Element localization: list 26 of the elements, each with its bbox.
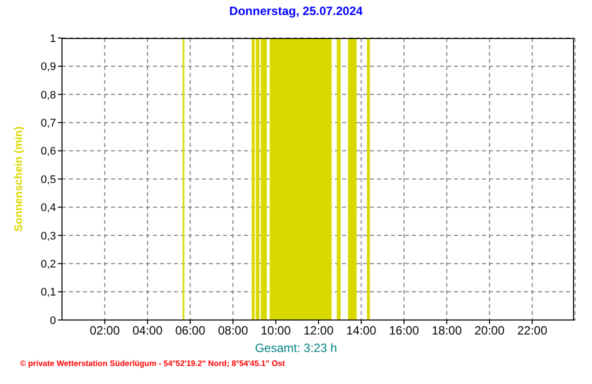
y-tick-label: 0 [50, 314, 56, 327]
x-tick-label: 02:00 [90, 324, 120, 338]
y-tick-label: 0,8 [40, 89, 56, 102]
y-tick-label: 0,1 [40, 286, 56, 299]
y-tick-label: 1 [50, 32, 56, 45]
x-tick-label: 14:00 [346, 324, 377, 338]
y-tick-label: 0,6 [40, 146, 56, 158]
text: Gesamt: 3:23 h [254, 341, 338, 355]
x-tick-label: 04:00 [132, 324, 163, 338]
y-tick-label: 0,4 [40, 202, 56, 214]
x-tick-label: 06:00 [175, 324, 206, 338]
text: © private Wetterstation Süderlügum - 54°52'19.2" Nord; 8°54'45.1" Ost [20, 359, 285, 368]
x-tick-label: 10:00 [260, 324, 292, 338]
y-tick-label: 0,5 [40, 174, 56, 186]
y-tick-label: 0,9 [40, 61, 56, 74]
y-axis-title: Sonnenschein (min) [12, 126, 25, 232]
y-tick-label: 0,3 [40, 230, 56, 242]
x-tick-label: 08:00 [218, 324, 248, 338]
x-tick-label: 22:00 [517, 324, 548, 338]
x-tick-label: 16:00 [388, 324, 420, 338]
y-tick-label: 0,2 [40, 258, 56, 271]
x-tick-label: 18:00 [432, 324, 462, 338]
x-tick-label: 12:00 [303, 324, 334, 338]
y-tick-label: 0,7 [40, 118, 56, 130]
chart-title: Donnerstag, 25.07.2024 [228, 4, 364, 18]
x-tick-label: 20:00 [474, 324, 505, 338]
